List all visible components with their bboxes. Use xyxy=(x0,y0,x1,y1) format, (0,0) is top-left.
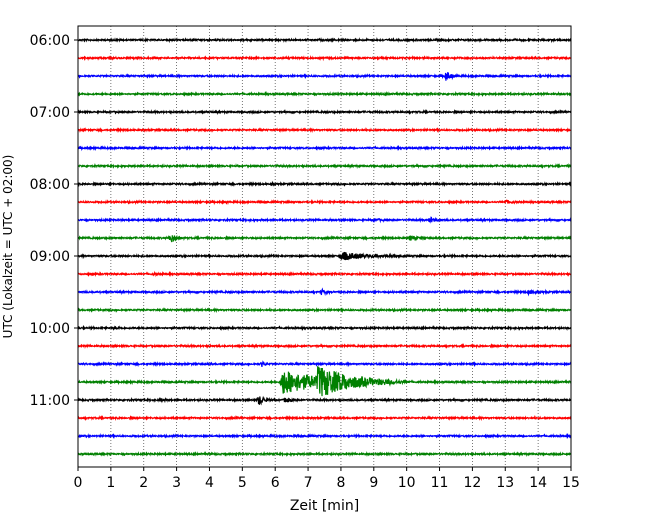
x-tick-label: 5 xyxy=(238,475,247,491)
x-tick-label: 12 xyxy=(463,475,481,491)
x-tick-label: 4 xyxy=(205,475,214,491)
x-tick-label: 2 xyxy=(139,475,148,491)
seismic-traces xyxy=(77,36,572,458)
x-axis-label: Zeit [min] xyxy=(290,498,359,514)
trace-line xyxy=(77,360,572,368)
trace-line xyxy=(77,72,572,81)
y-tick-label: 09:00 xyxy=(30,249,70,265)
trace-line xyxy=(77,324,572,332)
trace-line xyxy=(77,180,572,188)
x-tick-label: 6 xyxy=(271,475,280,491)
trace-line xyxy=(77,108,572,116)
y-axis-label: UTC (Lokalzeit = UTC + 02:00) xyxy=(1,155,15,339)
trace-line xyxy=(77,127,572,134)
x-axis-ticks: 0 1 2 3 4 5 6 7 8 9 10 11 12 13 14 15 xyxy=(74,467,580,491)
y-tick-label: 11:00 xyxy=(30,393,70,409)
y-tick-label: 07:00 xyxy=(30,105,70,121)
trace-line xyxy=(77,36,572,44)
y-tick-label: 06:00 xyxy=(30,33,70,49)
x-tick-label: 13 xyxy=(496,475,514,491)
y-tick-label: 10:00 xyxy=(30,321,70,337)
trace-line xyxy=(77,144,572,152)
x-tick-label: 8 xyxy=(336,475,345,491)
trace-line xyxy=(77,414,572,422)
x-tick-label: 0 xyxy=(74,475,83,491)
x-tick-label: 10 xyxy=(398,475,416,491)
x-tick-label: 9 xyxy=(369,475,378,491)
y-tick-label: 08:00 xyxy=(30,177,70,193)
x-tick-label: 15 xyxy=(562,475,580,491)
trace-line xyxy=(77,366,572,397)
x-tick-label: 14 xyxy=(529,475,547,491)
trace-line xyxy=(77,251,572,261)
trace-line xyxy=(77,234,572,243)
trace-line xyxy=(77,198,572,206)
trace-line xyxy=(77,432,572,440)
trace-line xyxy=(77,287,572,297)
x-tick-label: 7 xyxy=(304,475,313,491)
trace-line xyxy=(77,270,572,278)
x-tick-label: 1 xyxy=(106,475,115,491)
x-tick-label: 11 xyxy=(431,475,449,491)
trace-line xyxy=(77,450,572,458)
trace-line xyxy=(77,395,572,406)
x-tick-label: 3 xyxy=(172,475,181,491)
trace-line xyxy=(77,162,572,170)
trace-line xyxy=(77,307,572,314)
trace-line xyxy=(77,342,572,350)
plot-frame xyxy=(77,25,572,468)
trace-line xyxy=(77,54,572,62)
trace-line xyxy=(77,216,572,224)
trace-line xyxy=(77,90,572,98)
y-axis-ticks: 06:00 07:00 08:00 09:00 10:00 11:00 xyxy=(30,33,78,409)
